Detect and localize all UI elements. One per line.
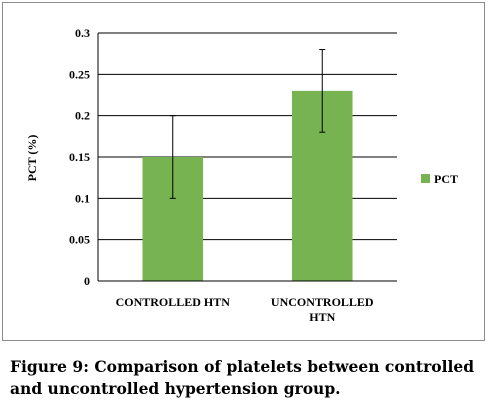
figure-caption: Figure 9: Comparison of platelets betwee…	[10, 356, 480, 400]
y-tick-label-4: 0.2	[75, 109, 90, 123]
y-tick-label-5: 0.25	[69, 67, 90, 81]
legend-label: PCT	[434, 172, 458, 186]
chart-frame	[2, 2, 485, 341]
x-category-label-1-0: UNCONTROLLED	[271, 295, 374, 309]
error-bars	[169, 49, 326, 199]
axes	[97, 33, 397, 282]
y-tick-label-1: 0.05	[69, 233, 90, 247]
caption-line-2: and uncontrolled hypertension group.	[10, 379, 341, 398]
x-category-label-1-1: HTN	[309, 310, 335, 324]
y-tick-label-2: 0.1	[75, 191, 90, 205]
y-tick-label-0: 0	[84, 274, 90, 288]
caption-line-1: Figure 9: Comparison of platelets betwee…	[10, 357, 475, 376]
bars	[142, 90, 353, 281]
legend-swatch	[421, 174, 430, 183]
x-category-label-0-0: CONTROLLED HTN	[116, 295, 231, 309]
pct-bar-chart: 0 0.05 0.1 0.15 0.2 0.25 0.3 CONTROLLED HTN UNCO…	[25, 26, 458, 324]
y-tick-label-3: 0.15	[69, 150, 90, 164]
y-tick-label-6: 0.3	[75, 26, 90, 40]
y-axis-title: PCT (%)	[25, 135, 39, 182]
labels: 0 0.05 0.1 0.15 0.2 0.25 0.3 CONTROLLED HTN UNCO…	[69, 26, 458, 324]
